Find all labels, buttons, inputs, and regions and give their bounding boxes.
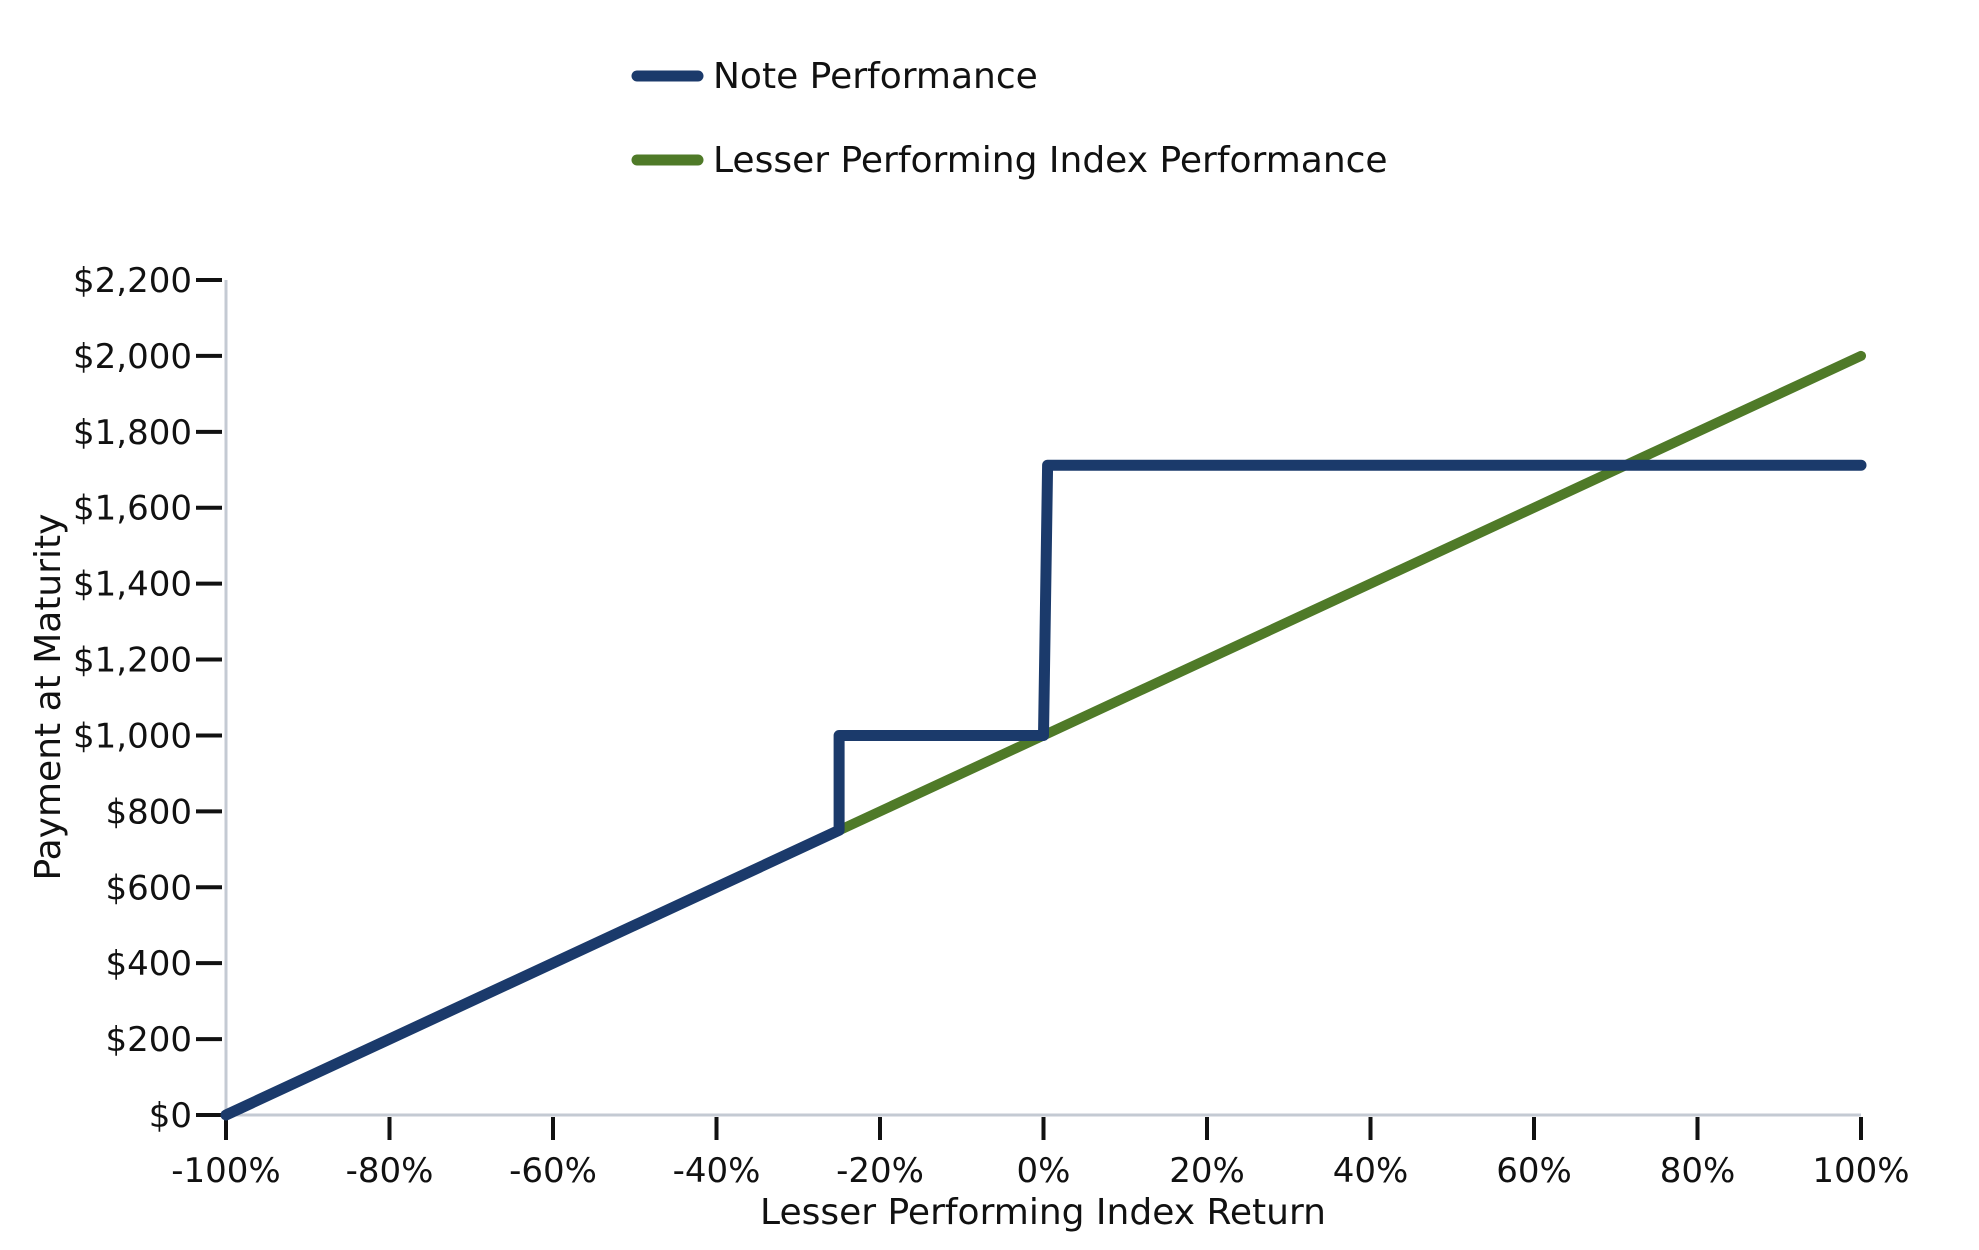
y-tick-label: $200: [105, 1020, 192, 1060]
series-line-note-performance: [220, 459, 1867, 1121]
x-tick-label: 60%: [1496, 1151, 1572, 1191]
x-axis-ticks: -100% -80% -60% -40% -20% 0% 20% 40% 60% 80% 100%: [171, 1117, 1910, 1191]
x-tick-label: 20%: [1169, 1151, 1245, 1191]
y-axis-ticks: $0 $200 $400 $600 $800 $1,000 $1,200 $1,400 $1,6…: [73, 261, 222, 1136]
y-tick-label: $2,200: [73, 261, 192, 301]
y-axis-title: Payment at Maturity: [28, 514, 69, 881]
legend: Note Performance Lesser Performing Index…: [631, 56, 1388, 181]
x-tick-label: 40%: [1333, 1151, 1409, 1191]
series-layer: [220, 350, 1867, 1121]
x-tick-label: -100%: [171, 1151, 280, 1191]
legend-label-index-performance: Lesser Performing Index Performance: [713, 140, 1388, 181]
y-tick-label: $1,800: [73, 413, 192, 453]
y-tick-label: $0: [149, 1096, 192, 1136]
legend-label-note-performance: Note Performance: [713, 56, 1038, 97]
x-tick-label: -20%: [836, 1151, 924, 1191]
y-tick-label: $2,000: [73, 337, 192, 377]
y-tick-label: $1,600: [73, 489, 192, 529]
y-tick-label: $1,000: [73, 716, 192, 756]
y-tick-label: $1,200: [73, 641, 192, 681]
x-tick-label: 100%: [1812, 1151, 1909, 1191]
x-tick-label: 80%: [1660, 1151, 1736, 1191]
x-tick-label: 0%: [1017, 1151, 1071, 1191]
x-tick-label: -80%: [346, 1151, 434, 1191]
y-tick-label: $400: [105, 944, 192, 984]
legend-item-index-performance: Lesser Performing Index Performance: [631, 140, 1388, 181]
y-tick-label: $800: [105, 792, 192, 832]
x-tick-label: -40%: [673, 1151, 761, 1191]
x-axis-title: Lesser Performing Index Return: [760, 1192, 1326, 1233]
y-tick-label: $1,400: [73, 565, 192, 605]
y-tick-label: $600: [105, 868, 192, 908]
legend-item-note-performance: Note Performance: [631, 56, 1038, 97]
x-tick-label: -60%: [509, 1151, 597, 1191]
